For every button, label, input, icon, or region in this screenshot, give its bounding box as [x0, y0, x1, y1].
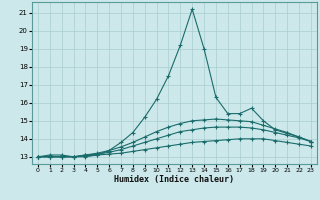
X-axis label: Humidex (Indice chaleur): Humidex (Indice chaleur)	[115, 175, 234, 184]
